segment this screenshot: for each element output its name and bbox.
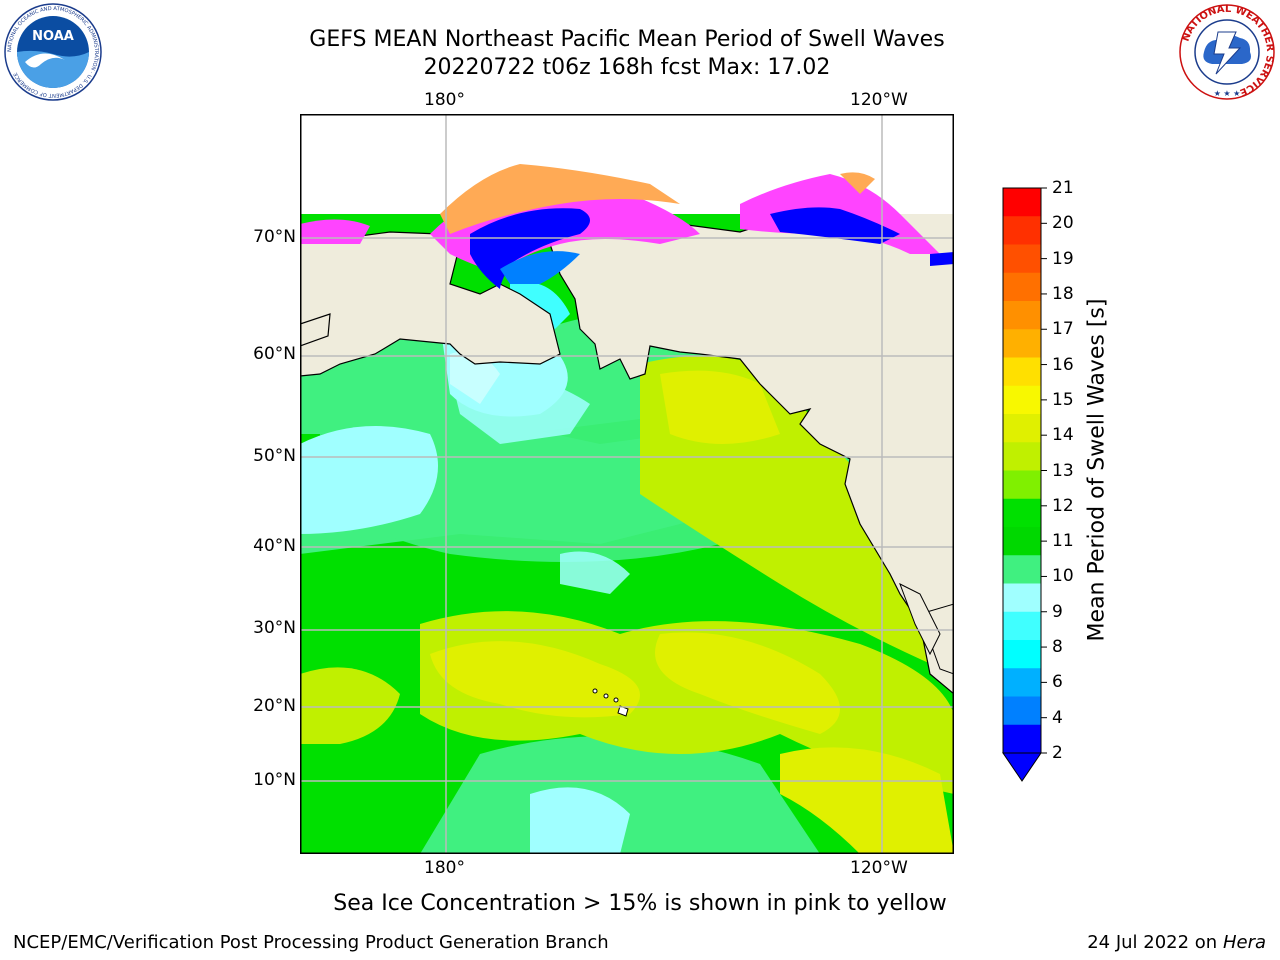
colorbar-tick-label: 2 xyxy=(1052,743,1063,763)
lat-label-40n: 40°N xyxy=(253,536,296,556)
colorbar-extend-triangle xyxy=(1002,752,1042,782)
lon-label-top-180: 180° xyxy=(424,90,465,110)
colorbar-swatch xyxy=(1003,724,1041,754)
colorbar-swatch xyxy=(1003,385,1041,415)
footer-date: 24 Jul 2022 on Hera xyxy=(1087,932,1266,953)
sea-ice-note: Sea Ice Concentration > 15% is shown in … xyxy=(333,891,947,916)
colorbar-tick-label: 8 xyxy=(1052,637,1063,658)
colorbar-swatch xyxy=(1003,611,1041,641)
colorbar-tick-label: 14 xyxy=(1052,425,1074,446)
colorbar-swatch xyxy=(1003,329,1041,358)
chart-subtitle: 20220722 t06z 168h fcst Max: 17.02 xyxy=(423,55,831,80)
colorbar-swatch xyxy=(1003,357,1041,387)
colorbar-swatch xyxy=(1003,470,1041,500)
nws-logo: NATIONAL WEATHER SERVICE ★ ★ ★ xyxy=(1179,4,1275,100)
colorbar-swatch xyxy=(1003,555,1041,584)
colorbar xyxy=(1002,187,1047,782)
colorbar-swatch xyxy=(1003,583,1041,613)
colorbar-tick-label: 15 xyxy=(1052,389,1074,410)
colorbar-swatch xyxy=(1003,498,1041,528)
colorbar-swatch xyxy=(1003,527,1041,556)
colorbar-label: Mean Period of Swell Waves [s] xyxy=(1084,298,1110,642)
colorbar-tick-label: 17 xyxy=(1052,319,1074,340)
colorbar-tick-label: 20 xyxy=(1052,213,1074,234)
lat-label-20n: 20°N xyxy=(253,696,296,716)
colorbar-tick-label: 9 xyxy=(1052,601,1063,622)
lat-label-50n: 50°N xyxy=(253,446,296,466)
colorbar-swatch xyxy=(1003,216,1041,245)
colorbar-tick-label: 12 xyxy=(1052,495,1074,516)
colorbar-swatch xyxy=(1003,301,1041,330)
chart-title: GEFS MEAN Northeast Pacific Mean Period … xyxy=(309,27,945,52)
graticule xyxy=(300,114,954,854)
colorbar-swatch xyxy=(1003,668,1041,697)
noaa-logo: NATIONAL OCEANIC AND ATMOSPHERIC ADMINIS… xyxy=(4,3,102,101)
colorbar-swatch xyxy=(1003,414,1041,443)
lon-label-bottom-120w: 120°W xyxy=(850,858,908,878)
lat-label-60n: 60°N xyxy=(253,344,296,364)
colorbar-swatch xyxy=(1003,442,1041,471)
svg-text:★ ★ ★: ★ ★ ★ xyxy=(1214,89,1241,98)
lon-label-top-120w: 120°W xyxy=(850,90,908,110)
colorbar-swatch xyxy=(1003,640,1041,669)
colorbar-tick-label: 19 xyxy=(1052,248,1074,269)
colorbar-swatch xyxy=(1003,272,1041,302)
colorbar-swatch xyxy=(1003,696,1041,726)
lon-label-bottom-180: 180° xyxy=(424,858,465,878)
colorbar-tick-label: 16 xyxy=(1052,354,1074,375)
colorbar-tick-label: 13 xyxy=(1052,460,1074,481)
footer-credit: NCEP/EMC/Verification Post Processing Pr… xyxy=(13,932,609,953)
colorbar-swatch xyxy=(1003,188,1041,217)
colorbar-tick-label: 6 xyxy=(1052,672,1063,693)
colorbar-tick-label: 11 xyxy=(1052,531,1074,552)
lat-label-70n: 70°N xyxy=(253,227,296,247)
svg-text:NOAA: NOAA xyxy=(32,29,74,44)
colorbar-tick-label: 18 xyxy=(1052,283,1074,304)
colorbar-swatch xyxy=(1003,244,1041,274)
colorbar-tick-label: 10 xyxy=(1052,566,1074,587)
colorbar-tick-label: 4 xyxy=(1052,707,1063,728)
lat-label-30n: 30°N xyxy=(253,618,296,638)
lat-label-10n: 10°N xyxy=(253,770,296,790)
colorbar-tick-label: 21 xyxy=(1052,178,1074,198)
footer-host: Hera xyxy=(1222,932,1266,953)
swell-period-map xyxy=(300,114,954,854)
